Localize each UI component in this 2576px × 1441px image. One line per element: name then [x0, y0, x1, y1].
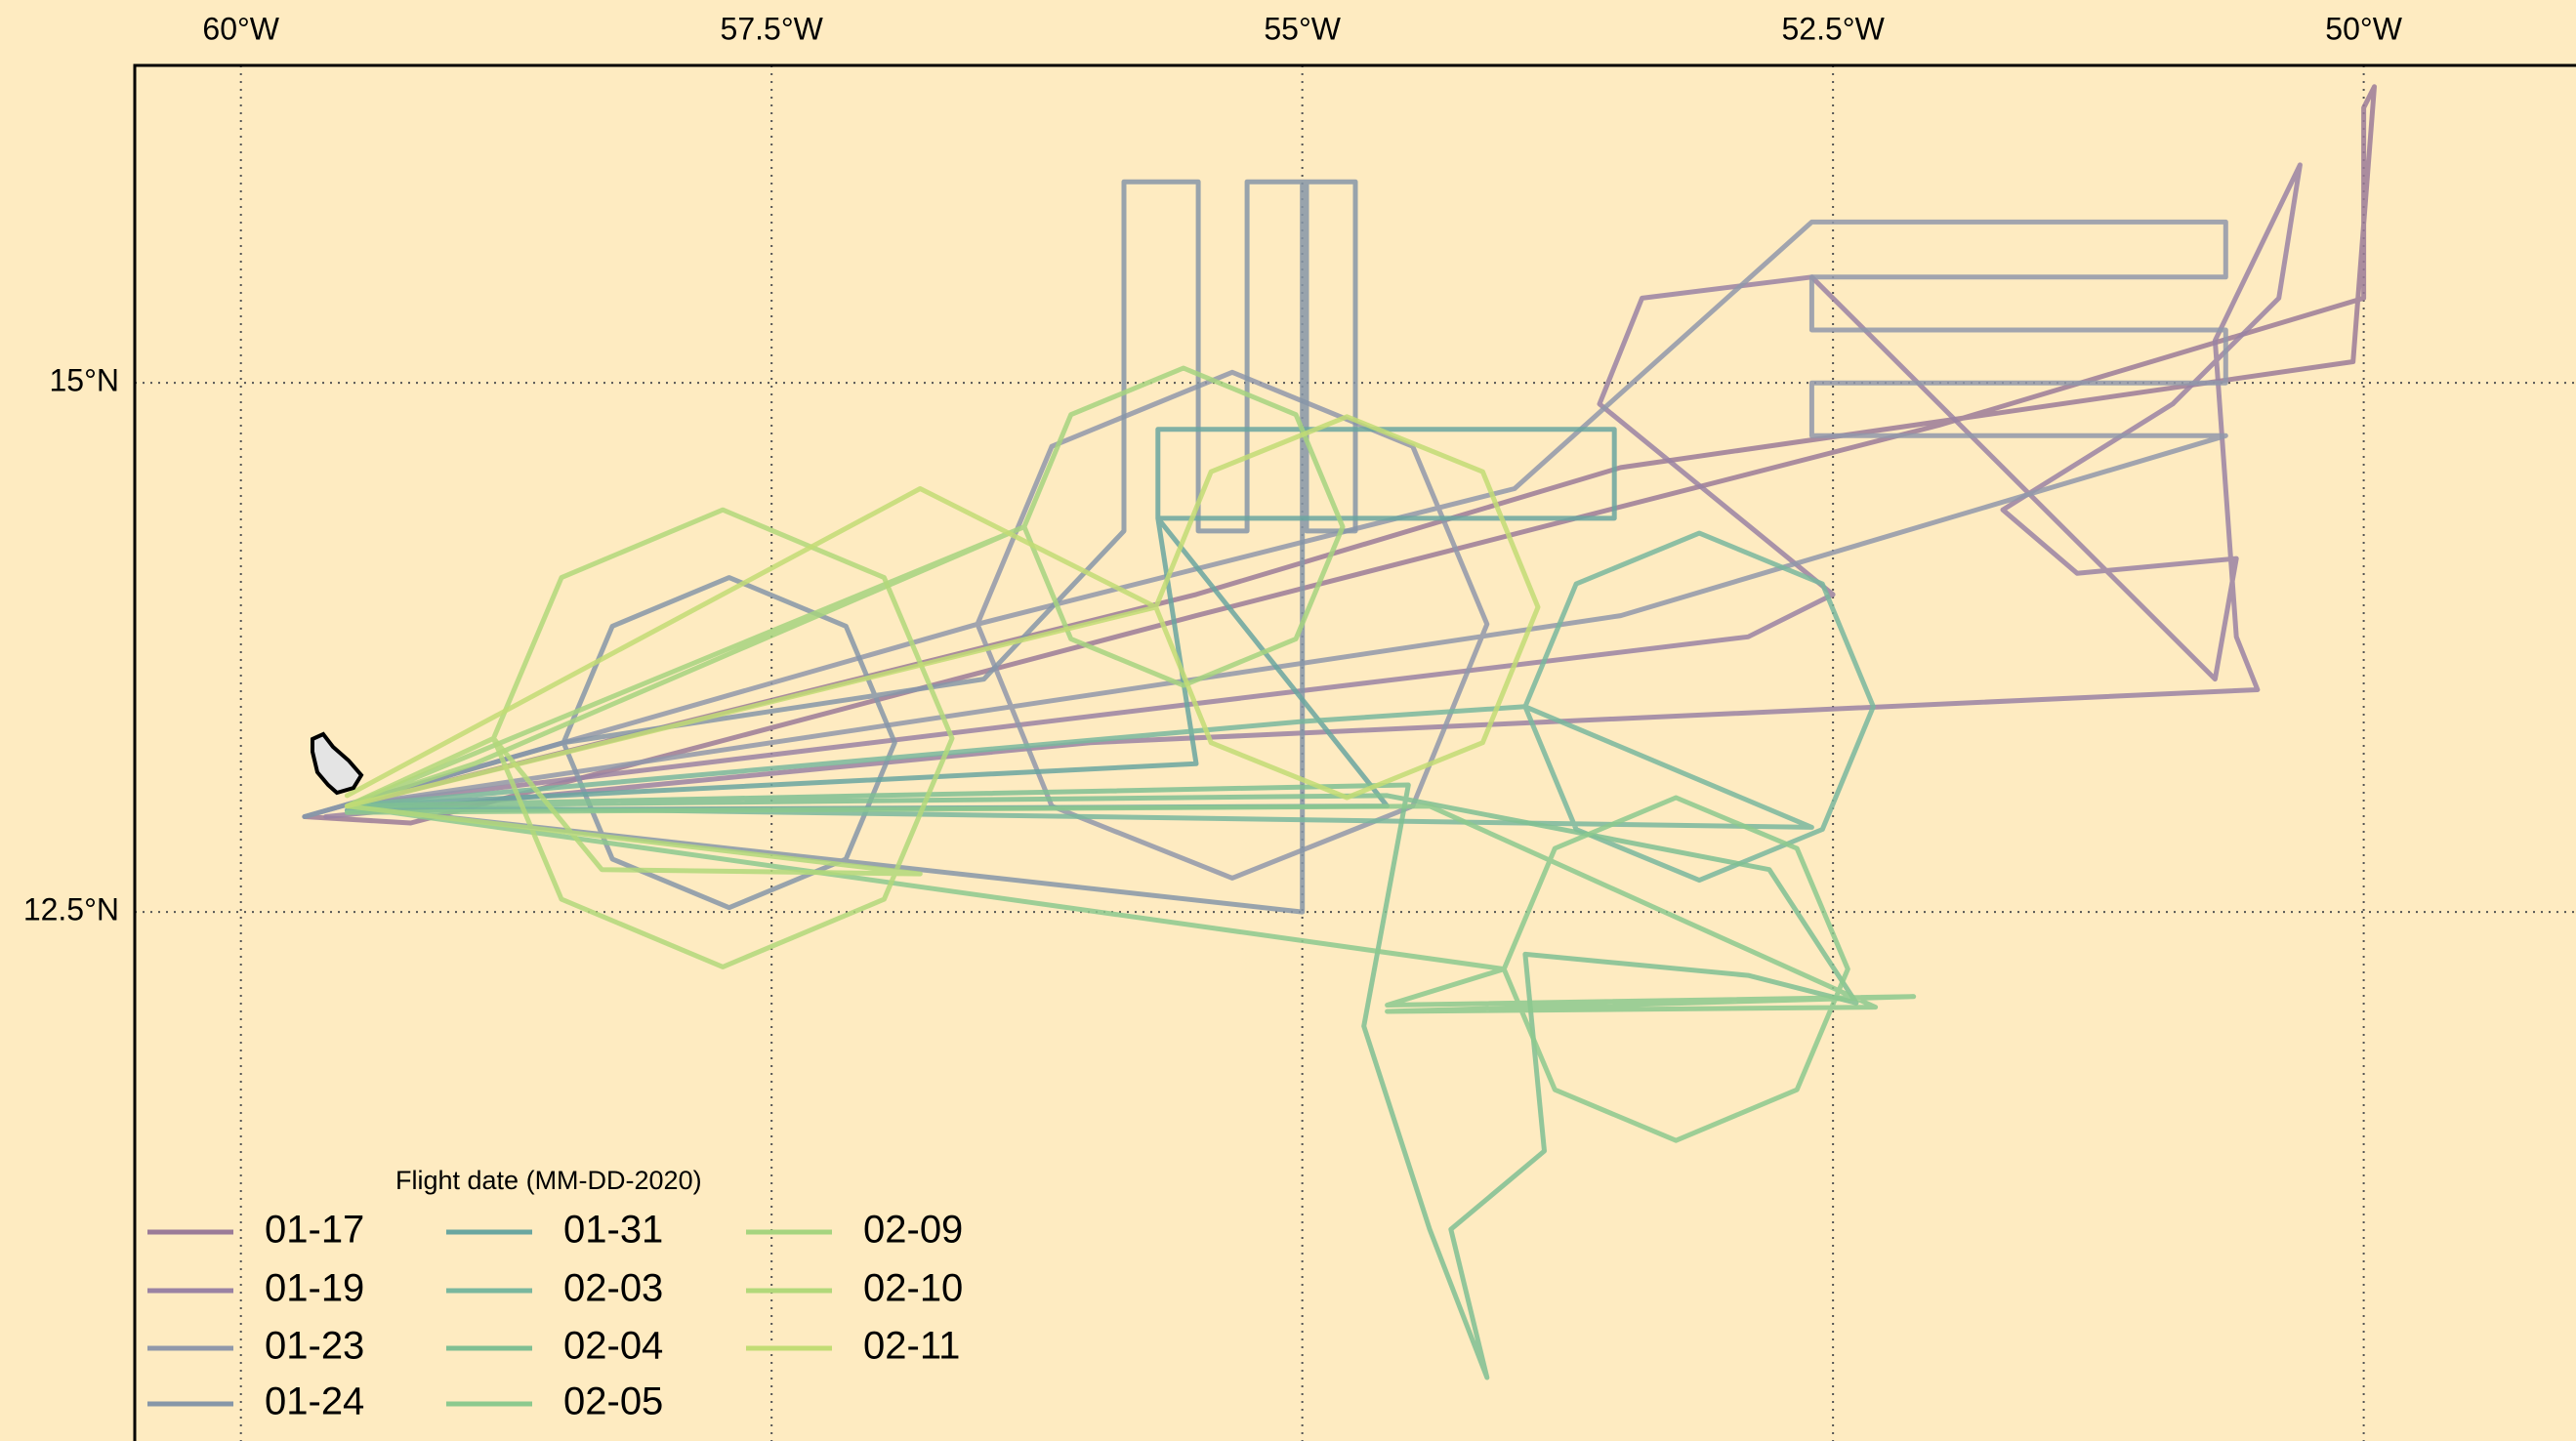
- flight-track: [344, 365, 1346, 809]
- y-tick-label: 12.5°N: [23, 892, 119, 927]
- flight-track: [344, 782, 1859, 1380]
- flight-track: [323, 162, 2303, 819]
- legend: Flight date (MM-DD-2020) 01-17 01-19 01-23…: [147, 1166, 963, 1423]
- legend-label: 01-19: [265, 1267, 364, 1310]
- legend-label: 01-23: [265, 1325, 364, 1368]
- x-tick-label: 60°W: [202, 11, 279, 46]
- flight-track: [302, 179, 1358, 915]
- legend-label: 01-17: [265, 1209, 364, 1252]
- x-tick-label: 55°W: [1264, 11, 1341, 46]
- x-tick-label: 52.5°W: [1781, 11, 1885, 46]
- legend-label: 02-11: [863, 1325, 960, 1368]
- island: [311, 731, 364, 796]
- flight-track: [344, 795, 1917, 1143]
- legend-label: 02-10: [863, 1267, 963, 1310]
- legend-label: 02-05: [563, 1380, 663, 1423]
- y-tick-label: 15°N: [50, 363, 120, 398]
- legend-label: 02-04: [563, 1325, 663, 1368]
- frame: [133, 63, 2576, 1441]
- flight-track: [344, 530, 1876, 884]
- labels: 60°W 57.5°W 55°W 52.5°W 50°W 12.5°N 15°N: [23, 11, 2403, 926]
- legend-label: 02-09: [863, 1209, 963, 1252]
- flight-track: [344, 507, 955, 969]
- x-tick-label: 50°W: [2325, 11, 2402, 46]
- flight-track: [344, 414, 1541, 809]
- legend-label: 02-03: [563, 1267, 663, 1310]
- x-tick-label: 57.5°W: [721, 11, 824, 46]
- legend-label: 01-31: [563, 1209, 663, 1252]
- flight-track: [344, 427, 1617, 813]
- tracks: [302, 84, 2377, 1380]
- flight-track: [302, 219, 2228, 881]
- legend-title: Flight date (MM-DD-2020): [395, 1166, 702, 1195]
- legend-label: 01-24: [265, 1380, 364, 1423]
